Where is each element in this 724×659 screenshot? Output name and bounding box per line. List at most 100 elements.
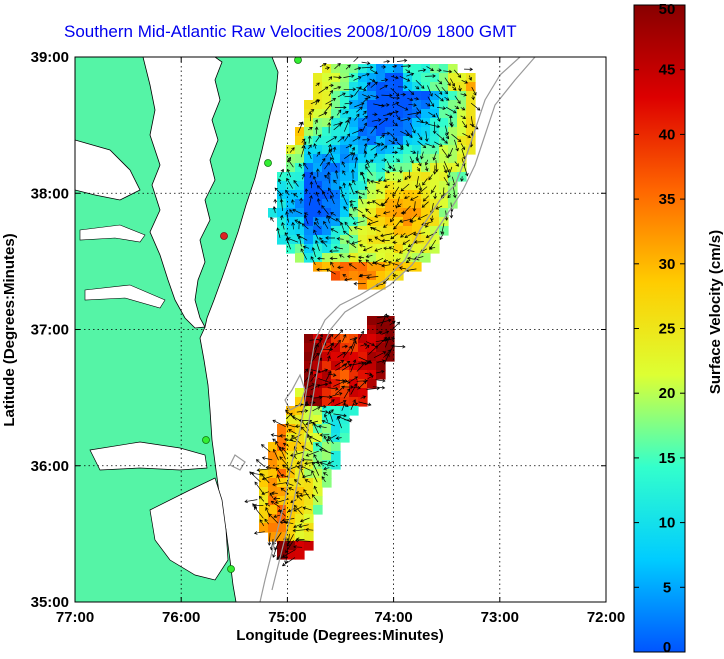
- velocity-cell: [421, 154, 431, 164]
- x-tick-label: 75:00: [268, 609, 306, 626]
- velocity-cell: [349, 388, 359, 398]
- velocity-cell: [313, 505, 323, 515]
- velocity-vector: [454, 161, 459, 167]
- velocity-cell: [466, 118, 476, 128]
- velocity-vector: [244, 499, 258, 504]
- velocity-vector: [289, 147, 295, 153]
- velocity-vector: [392, 150, 399, 155]
- velocity-vector: [400, 183, 410, 192]
- velocity-vector: [301, 138, 306, 143]
- velocity-cell: [304, 532, 314, 542]
- velocity-vector: [346, 240, 357, 248]
- velocity-cell: [331, 181, 341, 191]
- velocity-vector: [318, 404, 327, 409]
- velocity-cell: [304, 136, 314, 146]
- velocity-vector: [253, 503, 264, 508]
- velocity-vector: [353, 76, 362, 81]
- velocity-cell: [367, 64, 377, 74]
- velocity-vector: [305, 527, 314, 532]
- velocity-cell: [304, 487, 314, 497]
- velocity-cell: [295, 460, 305, 470]
- velocity-cell: [376, 136, 386, 146]
- velocity-vector: [327, 355, 331, 362]
- velocity-cell: [304, 451, 314, 461]
- velocity-vector: [365, 344, 370, 350]
- velocity-cell: [349, 199, 359, 209]
- velocity-cell: [259, 487, 269, 497]
- velocity-cell: [268, 478, 278, 488]
- delaware-bay: [75, 139, 141, 201]
- velocity-cell: [295, 244, 305, 254]
- velocity-cell: [367, 154, 377, 164]
- velocity-cell: [466, 91, 476, 101]
- colorbar-tick-label: 35: [659, 191, 676, 208]
- velocity-cell: [313, 73, 323, 83]
- velocity-cell: [403, 226, 413, 236]
- velocity-vector: [315, 217, 319, 225]
- velocity-vector: [367, 220, 379, 226]
- velocity-cell: [421, 91, 431, 101]
- velocity-vector: [307, 434, 313, 445]
- velocity-cell: [421, 64, 431, 74]
- velocity-vector: [272, 482, 287, 487]
- velocity-vector: [329, 83, 334, 88]
- velocity-cell: [367, 325, 377, 335]
- radar-site-marker: [264, 159, 272, 167]
- velocity-cell: [331, 424, 341, 434]
- velocity-cell: [349, 109, 359, 119]
- velocity-cell: [295, 415, 305, 425]
- x-tick-label: 76:00: [162, 609, 200, 626]
- velocity-cell: [340, 433, 350, 443]
- velocity-cell: [466, 145, 476, 155]
- velocity-cell: [376, 262, 386, 272]
- velocity-vector: [308, 144, 312, 150]
- velocity-vector: [308, 195, 313, 206]
- velocity-vector: [301, 141, 307, 149]
- x-tick-label: 74:00: [374, 609, 412, 626]
- velocity-vector: [318, 378, 333, 385]
- velocity-vector: [301, 445, 313, 453]
- velocity-vector: [276, 474, 281, 482]
- velocity-vector: [453, 69, 462, 78]
- velocity-vector: [299, 517, 310, 523]
- velocity-vector: [356, 87, 367, 92]
- velocity-cell: [331, 352, 341, 362]
- velocity-vector: [381, 263, 391, 268]
- velocity-vector: [390, 96, 400, 100]
- velocity-vector: [298, 524, 309, 529]
- velocity-cell: [430, 91, 440, 101]
- velocity-vector: [335, 363, 348, 371]
- velocity-cell: [286, 442, 296, 452]
- velocity-vector: [380, 145, 388, 151]
- velocity-vector: [310, 369, 322, 374]
- velocity-cell: [340, 163, 350, 173]
- velocity-cell: [367, 226, 377, 236]
- x-tick-label: 77:00: [56, 609, 94, 626]
- velocity-cell: [286, 226, 296, 236]
- velocity-cell: [286, 244, 296, 254]
- velocity-cell: [358, 217, 368, 227]
- velocity-vector: [351, 152, 356, 161]
- velocity-vector: [299, 197, 303, 204]
- velocity-cell: [286, 415, 296, 425]
- velocity-cell: [295, 442, 305, 452]
- velocity-cell: [349, 271, 359, 281]
- velocity-vector: [374, 247, 383, 252]
- velocity-vector: [351, 240, 362, 245]
- velocity-vector: [381, 158, 388, 162]
- velocity-vector: [370, 94, 380, 99]
- velocity-vector: [410, 195, 419, 201]
- velocity-vector: [361, 65, 374, 70]
- velocity-vector: [452, 86, 457, 91]
- velocity-vector: [435, 205, 443, 210]
- velocity-cell: [394, 109, 404, 119]
- velocity-cell: [313, 109, 323, 119]
- velocity-cell: [268, 496, 278, 506]
- velocity-vector: [364, 159, 374, 166]
- velocity-vector: [417, 68, 427, 72]
- velocity-cell: [385, 145, 395, 155]
- velocity-cell: [448, 64, 458, 74]
- velocity-vector: [349, 336, 358, 341]
- velocity-cell: [340, 361, 350, 371]
- velocity-cell: [403, 262, 413, 272]
